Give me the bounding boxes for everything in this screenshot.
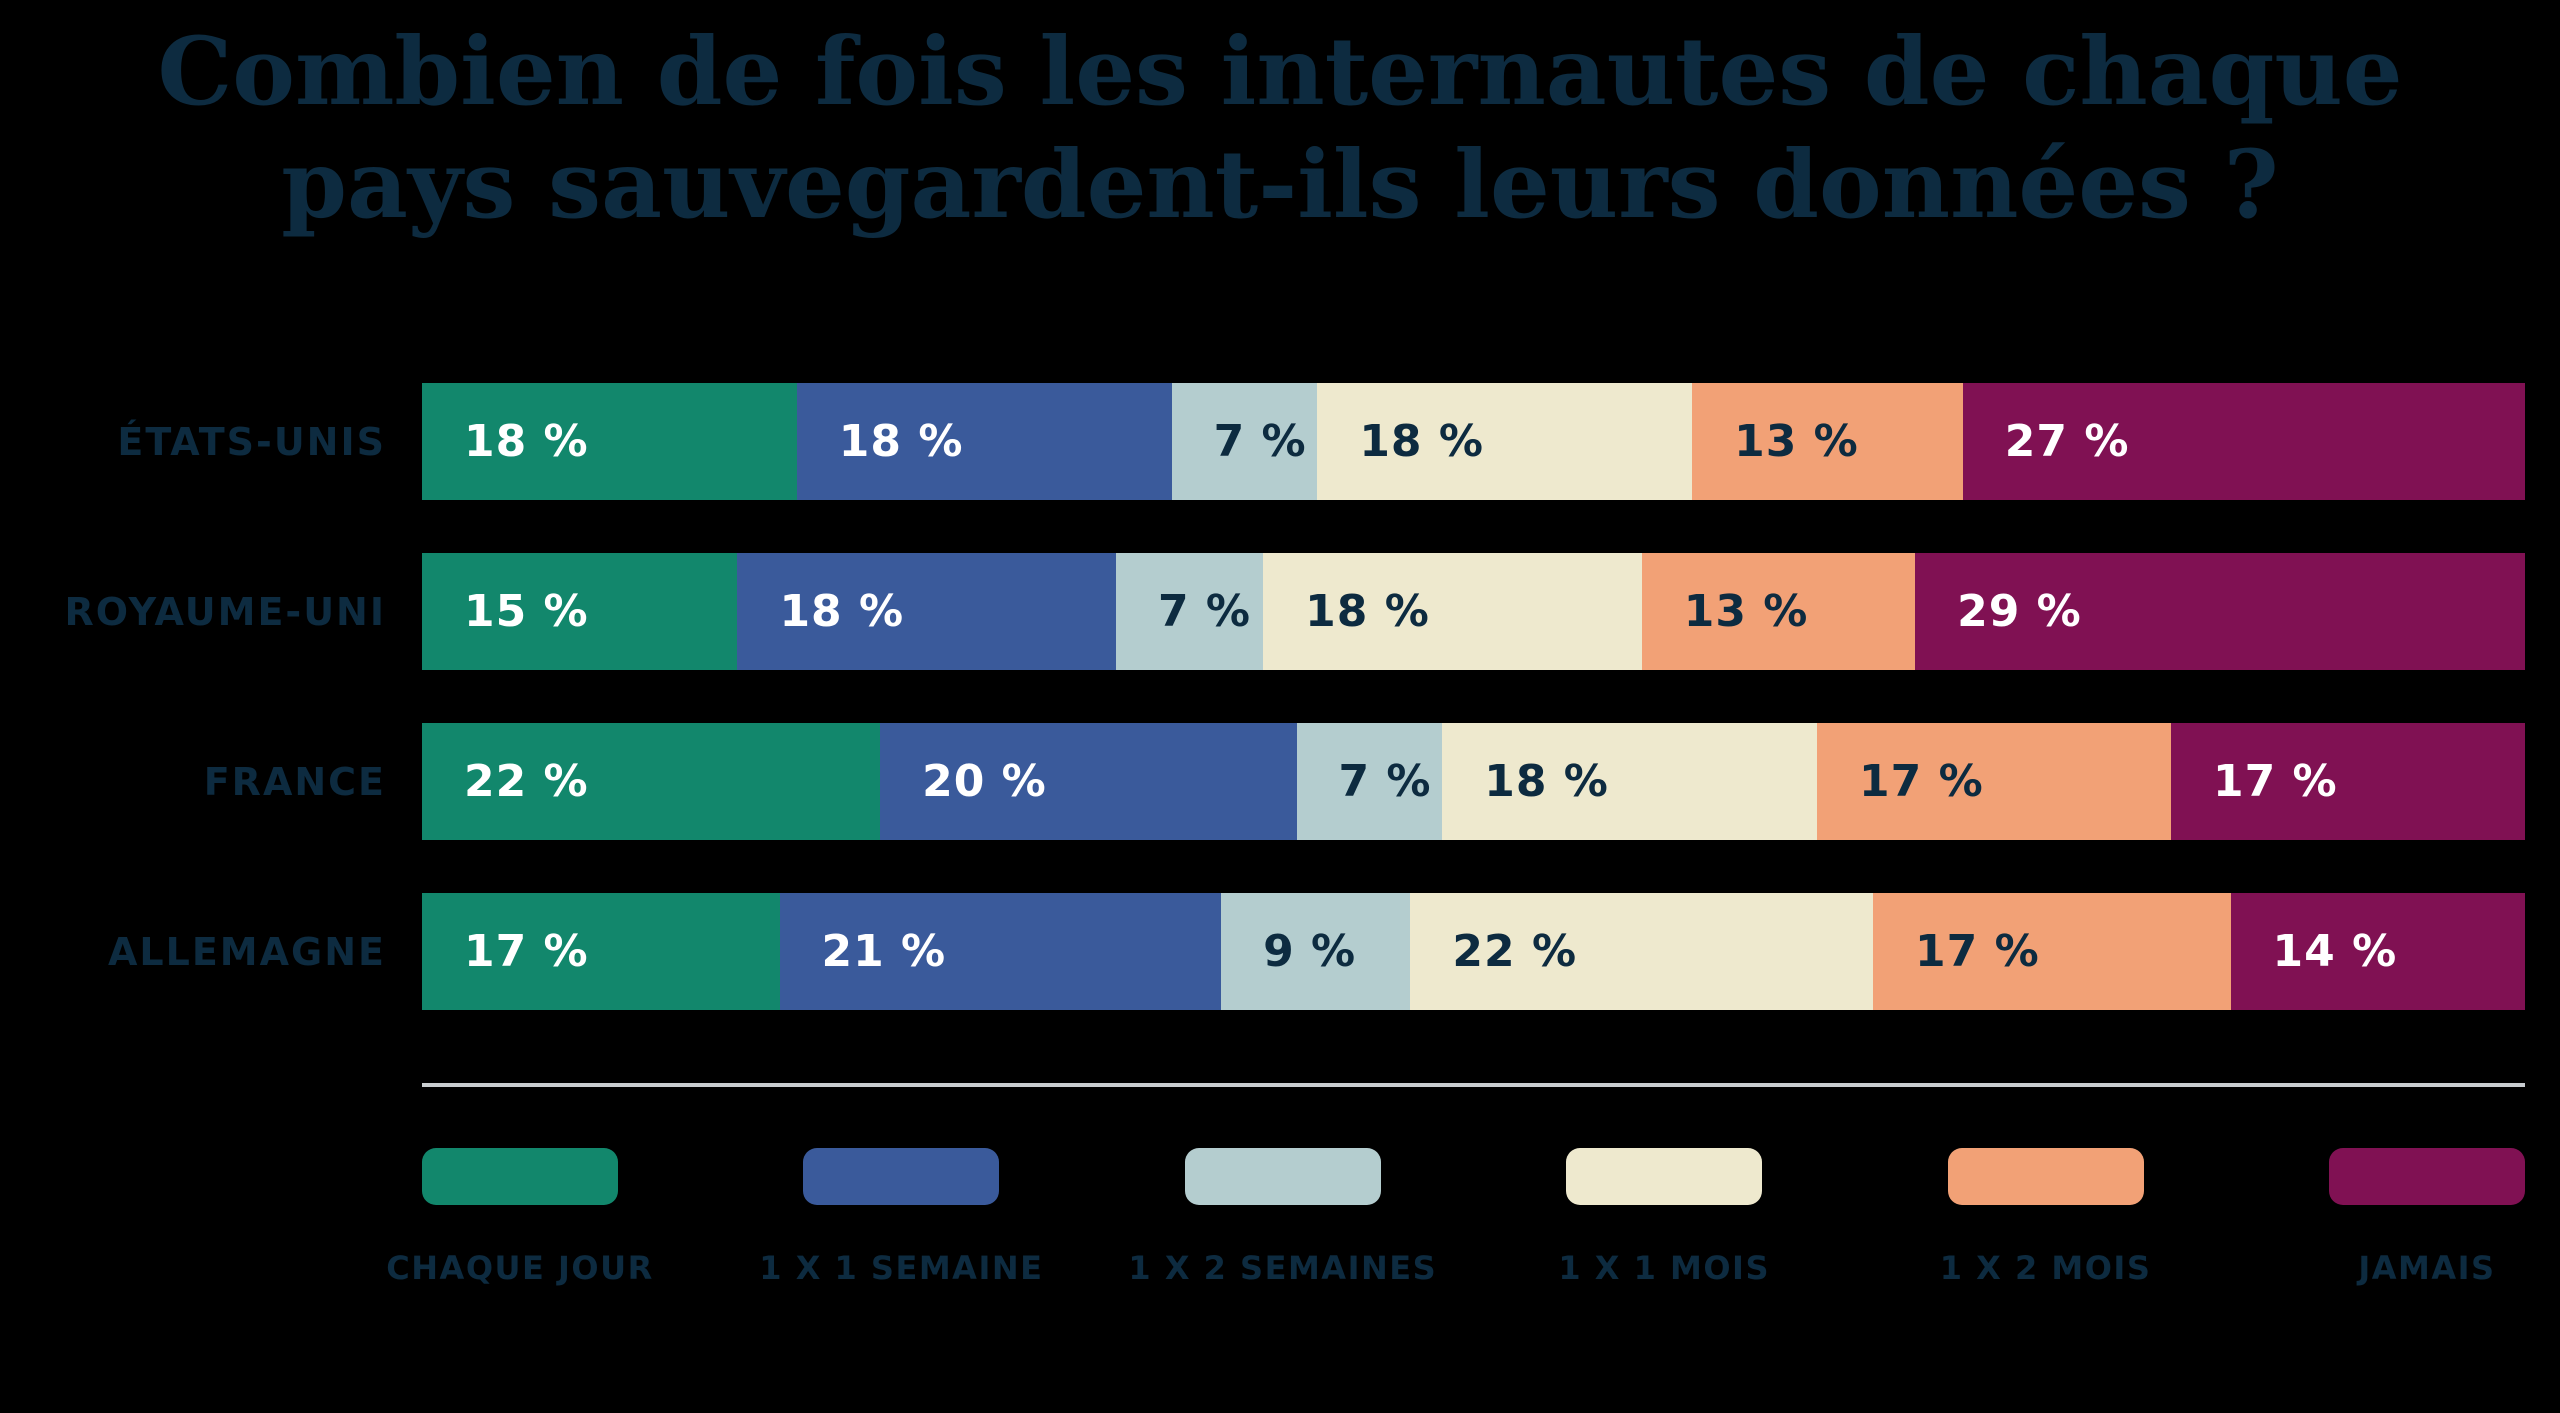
legend-swatch-1x1-mois bbox=[1566, 1148, 1763, 1205]
legend-label-chaque-jour: CHAQUE JOUR bbox=[386, 1249, 654, 1287]
bar-segment-chaque-jour: 22 % bbox=[422, 723, 881, 840]
bar-segment-1x2-mois: 13 % bbox=[1641, 553, 1916, 670]
stacked-bar: 15 % 18 % 7 % 18 % 13 % 29 % bbox=[422, 553, 2525, 670]
stacked-bar-chart: ÉTATS-UNIS 18 % 18 % 7 % 18 % 13 % 27 % ROYAUME… bbox=[0, 383, 2560, 1063]
segment-value-label: 7 % bbox=[1213, 416, 1307, 467]
country-label: FRANCE bbox=[203, 759, 386, 804]
bar-segment-1x1-mois: 22 % bbox=[1410, 893, 1874, 1010]
segment-value-label: 22 % bbox=[1452, 926, 1578, 977]
legend-swatch-chaque-jour bbox=[422, 1148, 618, 1205]
bar-segment-chaque-jour: 15 % bbox=[422, 553, 738, 670]
bar-segment-1x1-semaine: 21 % bbox=[779, 893, 1222, 1010]
country-row: ROYAUME-UNI 15 % 18 % 7 % 18 % 13 % 29 % bbox=[0, 553, 2560, 670]
bar-segment-jamais: 29 % bbox=[1915, 553, 2525, 670]
stacked-bar: 17 % 21 % 9 % 22 % 17 % 14 % bbox=[422, 893, 2525, 1010]
segment-value-label: 14 % bbox=[2272, 926, 2398, 977]
legend-item-1x2-mois: 1 X 2 MOIS bbox=[1940, 1148, 2150, 1287]
country-row: ALLEMAGNE 17 % 21 % 9 % 22 % 17 % 14 % bbox=[0, 893, 2560, 1010]
segment-value-label: 18 % bbox=[464, 416, 589, 467]
segment-value-label: 18 % bbox=[1484, 756, 1609, 807]
chart-title: Combien de fois les internautes de chaqu… bbox=[0, 16, 2560, 242]
chart-title-line-1: Combien de fois les internautes de chaqu… bbox=[157, 17, 2403, 127]
segment-value-label: 15 % bbox=[464, 586, 589, 637]
legend-label-jamais: JAMAIS bbox=[2358, 1249, 2496, 1287]
chart-legend: CHAQUE JOUR 1 X 1 SEMAINE 1 X 2 SEMAINES 1 … bbox=[386, 1148, 2525, 1287]
legend-item-1x1-mois: 1 X 1 MOIS bbox=[1558, 1148, 1768, 1287]
bar-segment-1x2-mois: 13 % bbox=[1692, 383, 1963, 500]
segment-value-label: 17 % bbox=[464, 926, 589, 977]
bar-segment-1x1-mois: 18 % bbox=[1317, 383, 1693, 500]
legend-label-1x1-semaine: 1 X 1 SEMAINE bbox=[759, 1249, 1044, 1287]
bar-segment-chaque-jour: 17 % bbox=[422, 893, 780, 1010]
bar-segment-1x2-semaines: 9 % bbox=[1221, 893, 1411, 1010]
segment-value-label: 18 % bbox=[1359, 416, 1484, 467]
segment-value-label: 22 % bbox=[464, 756, 589, 807]
legend-swatch-jamais bbox=[2328, 1148, 2525, 1205]
segment-value-label: 7 % bbox=[1157, 586, 1251, 637]
country-label: ÉTATS-UNIS bbox=[117, 419, 386, 464]
bar-segment-1x1-semaine: 18 % bbox=[796, 383, 1172, 500]
stacked-bar: 18 % 18 % 7 % 18 % 13 % 27 % bbox=[422, 383, 2525, 500]
bar-segment-1x2-semaines: 7 % bbox=[1115, 553, 1264, 670]
segment-value-label: 17 % bbox=[1915, 926, 2040, 977]
legend-item-1x2-semaines: 1 X 2 SEMAINES bbox=[1128, 1148, 1436, 1287]
country-row: ÉTATS-UNIS 18 % 18 % 7 % 18 % 13 % 27 % bbox=[0, 383, 2560, 500]
segment-value-label: 18 % bbox=[779, 586, 905, 637]
segment-value-label: 13 % bbox=[1683, 586, 1809, 637]
bar-segment-1x2-mois: 17 % bbox=[1873, 893, 2231, 1010]
bar-segment-1x1-mois: 18 % bbox=[1263, 553, 1642, 670]
segment-value-label: 29 % bbox=[1957, 586, 2082, 637]
legend-swatch-1x1-semaine bbox=[803, 1148, 1000, 1205]
legend-swatch-1x2-mois bbox=[1947, 1148, 2144, 1205]
legend-item-chaque-jour: CHAQUE JOUR bbox=[386, 1148, 652, 1287]
segment-value-label: 18 % bbox=[1305, 586, 1430, 637]
country-label: ALLEMAGNE bbox=[108, 929, 386, 974]
legend-label-1x2-semaines: 1 X 2 SEMAINES bbox=[1128, 1249, 1438, 1287]
legend-item-jamais: JAMAIS bbox=[2328, 1148, 2525, 1287]
segment-value-label: 7 % bbox=[1338, 756, 1432, 807]
segment-value-label: 20 % bbox=[922, 756, 1047, 807]
legend-divider-line bbox=[422, 1083, 2525, 1087]
segment-value-label: 9 % bbox=[1263, 926, 1357, 977]
bar-segment-1x1-semaine: 18 % bbox=[737, 553, 1116, 670]
bar-segment-1x1-semaine: 20 % bbox=[880, 723, 1297, 840]
bar-segment-jamais: 17 % bbox=[2171, 723, 2525, 840]
legend-label-1x1-mois: 1 X 1 MOIS bbox=[1558, 1249, 1770, 1287]
bar-segment-1x2-mois: 17 % bbox=[1817, 723, 2171, 840]
segment-value-label: 27 % bbox=[2004, 416, 2130, 467]
segment-value-label: 18 % bbox=[838, 416, 964, 467]
bar-segment-1x2-semaines: 7 % bbox=[1171, 383, 1318, 500]
legend-item-1x1-semaine: 1 X 1 SEMAINE bbox=[759, 1148, 1042, 1287]
legend-swatch-1x2-semaines bbox=[1184, 1148, 1381, 1205]
segment-value-label: 13 % bbox=[1734, 416, 1859, 467]
bar-segment-1x2-semaines: 7 % bbox=[1296, 723, 1443, 840]
bar-segment-jamais: 14 % bbox=[2230, 893, 2525, 1010]
segment-value-label: 21 % bbox=[821, 926, 947, 977]
chart-title-line-2: pays sauvegardent-ils leurs données ? bbox=[281, 130, 2279, 240]
segment-value-label: 17 % bbox=[1859, 756, 1984, 807]
country-label: ROYAUME-UNI bbox=[64, 589, 386, 634]
stacked-bar: 22 % 20 % 7 % 18 % 17 % 17 % bbox=[422, 723, 2525, 840]
segment-value-label: 17 % bbox=[2213, 756, 2338, 807]
legend-label-1x2-mois: 1 X 2 MOIS bbox=[1939, 1249, 2152, 1287]
country-row: FRANCE 22 % 20 % 7 % 18 % 17 % 17 % bbox=[0, 723, 2560, 840]
bar-segment-1x1-mois: 18 % bbox=[1442, 723, 1818, 840]
bar-segment-jamais: 27 % bbox=[1962, 383, 2525, 500]
bar-segment-chaque-jour: 18 % bbox=[422, 383, 797, 500]
